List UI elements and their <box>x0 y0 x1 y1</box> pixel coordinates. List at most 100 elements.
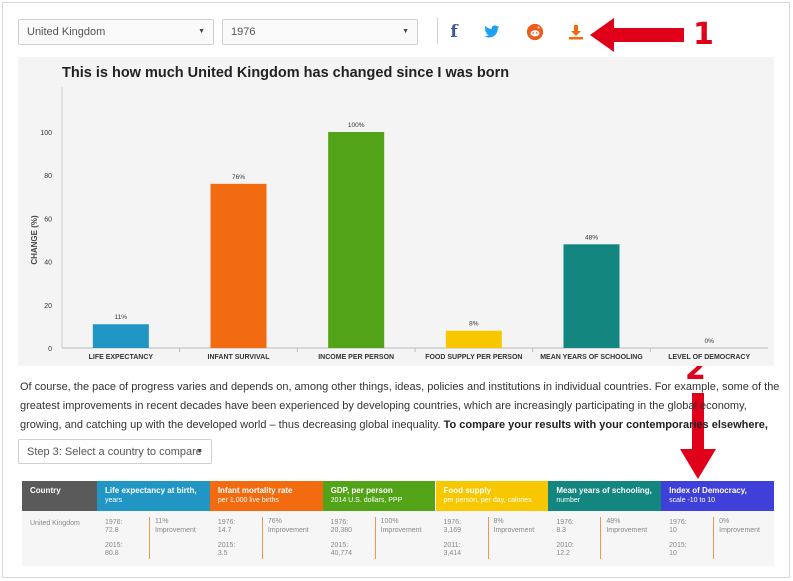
improvement-value: 8% <box>493 518 504 525</box>
toolbar-divider <box>437 18 438 44</box>
bar-mean-years-of-schooling <box>563 244 620 348</box>
start-year-label: 1976: <box>443 519 462 526</box>
improvement: 48% Improvement <box>606 517 647 535</box>
chevron-down-icon: ▼ <box>198 28 205 35</box>
end-year-label: 2015: <box>105 542 123 549</box>
y-axis-label: CHANGE (%) <box>30 215 39 265</box>
start-value: 8.3 <box>556 527 567 534</box>
start-value: 3,169 <box>443 527 462 534</box>
comparison-table: Country United Kingdom Life expectancy a… <box>22 481 774 566</box>
bar-food-supply-per-person <box>445 330 502 348</box>
table-header: Infant mortality rate per 1,000 live birt… <box>209 481 323 511</box>
end-year-label: 2015: <box>217 542 236 549</box>
bar-value-label: 48% <box>585 234 598 241</box>
start-year-label: 1976: <box>330 519 349 526</box>
twitter-icon[interactable] <box>481 21 503 43</box>
header-unit: 2014 U.S. dollars, PPP <box>330 497 403 504</box>
header-label: Life expectancy at birth, <box>105 486 197 495</box>
y-tick-label: 0 <box>48 346 52 353</box>
start-value: 72.8 <box>105 527 119 534</box>
header-unit: per person, per day, calories <box>443 497 532 504</box>
x-tick-label: LEVEL OF DEMOCRACY <box>668 354 750 361</box>
table-header: Index of Democracy, scale -10 to 10 <box>661 481 774 511</box>
y-tick-label: 100 <box>40 130 52 137</box>
improvement-label: Improvement <box>606 527 648 534</box>
bar-value-label: 76% <box>232 174 245 181</box>
header-label: Infant mortality rate <box>217 486 293 495</box>
improvement: 11% Improvement <box>155 517 196 535</box>
improvement: 76% Improvement <box>268 517 309 535</box>
description-text: Of course, the pace of progress varies a… <box>20 381 780 431</box>
bar-value-label: 8% <box>469 321 479 328</box>
header-label: Index of Democracy, <box>669 486 747 495</box>
bar-value-label: 11% <box>115 314 128 321</box>
annotation-number: 1 <box>693 17 714 52</box>
end-year-label: 2010: <box>556 542 574 549</box>
improvement-label: Improvement <box>267 527 309 534</box>
improvement: 8% Improvement <box>494 517 535 535</box>
download-icon[interactable] <box>565 21 587 43</box>
chevron-down-icon: ▼ <box>196 448 203 455</box>
end-value: 3.5 <box>217 550 228 557</box>
country-select[interactable]: United Kingdom ▼ <box>18 19 214 45</box>
improvement: 100% Improvement <box>381 517 422 535</box>
end-year-label: 2015: <box>669 542 687 549</box>
start-year-label: 1976: <box>556 519 574 526</box>
table-header: Food supply per person, per day, calories <box>435 481 549 511</box>
header-unit: scale -10 to 10 <box>669 497 716 504</box>
table-cell: 1976: 72.8 2015: 80.8 11% Improvement <box>97 511 210 566</box>
cell-divider <box>713 517 715 559</box>
improvement-label: Improvement <box>493 527 535 534</box>
end-value: 40,774 <box>330 550 353 557</box>
cell-divider <box>374 517 376 559</box>
x-tick-label: MEAN YEARS OF SCHOOLING <box>540 354 643 361</box>
end-year-label: 2015: <box>330 542 349 549</box>
facebook-icon[interactable]: f <box>450 22 458 42</box>
cell-divider <box>261 517 263 559</box>
annotation-arrow-down <box>680 393 716 479</box>
bar-value-label: 0% <box>704 338 714 345</box>
year-select-value: 1976 <box>231 26 256 38</box>
country-name: United Kingdom <box>30 520 80 527</box>
improvement-value: 0% <box>719 518 730 525</box>
x-tick-label: FOOD SUPPLY PER PERSON <box>425 354 522 361</box>
year-select[interactable]: 1976 ▼ <box>222 19 418 45</box>
chart-title: This is how much United Kingdom has chan… <box>62 65 510 81</box>
improvement-value: 100% <box>380 518 399 525</box>
y-tick-label: 40 <box>44 260 52 267</box>
table-header: Life expectancy at birth, years <box>97 481 210 511</box>
end-value: 12.2 <box>556 550 570 557</box>
header-label: Country <box>30 486 61 495</box>
x-tick-label: LIFE EXPECTANCY <box>89 354 154 361</box>
end-value: 80.8 <box>105 550 119 557</box>
chart-panel: This is how much United Kingdom has chan… <box>18 57 774 366</box>
table-header: GDP, per person 2014 U.S. dollars, PPP <box>322 481 436 511</box>
header-unit: number <box>556 497 581 504</box>
reddit-icon[interactable] <box>524 21 546 43</box>
header-unit: per 1,000 live births <box>217 497 279 504</box>
cell-divider <box>600 517 602 559</box>
improvement: 0% Improvement <box>719 517 760 535</box>
y-tick-label: 60 <box>44 216 52 223</box>
table-cell: 1976: 8.3 2010: 12.2 48% Improvement <box>548 511 661 566</box>
y-tick-label: 20 <box>44 303 52 310</box>
annotation-arrow-left <box>590 18 684 52</box>
x-tick-label: INFANT SURVIVAL <box>208 354 271 361</box>
start-value: 14.7 <box>217 527 232 534</box>
bar-life-expectancy <box>92 324 149 348</box>
improvement-value: 48% <box>606 518 621 525</box>
start-year-label: 1976: <box>105 519 123 526</box>
end-year-label: 2011: <box>443 542 461 549</box>
bar-chart: 0 20 40 60 80 100 CHANGE (%) 11% LIFE EXPECTANCY… <box>30 87 768 361</box>
table-header: Mean years of schooling, number <box>548 481 662 511</box>
improvement-label: Improvement <box>380 527 422 534</box>
x-tick-label: INCOME PER PERSON <box>318 354 394 361</box>
improvement-label: Improvement <box>719 527 761 534</box>
table-cell: 1976: 20,380 2015: 40,774 100% Improvement <box>323 511 436 566</box>
start-year-label: 1976: <box>669 519 687 526</box>
start-year-label: 1976: <box>217 519 236 526</box>
improvement-value: 76% <box>267 518 282 525</box>
compare-select-value: Step 3: Select a country to compare <box>27 446 202 458</box>
compare-country-select[interactable]: Step 3: Select a country to compare ▼ <box>18 439 212 464</box>
table-cell: 1976: 3,169 2011: 3,414 8% Improvement <box>436 511 549 566</box>
